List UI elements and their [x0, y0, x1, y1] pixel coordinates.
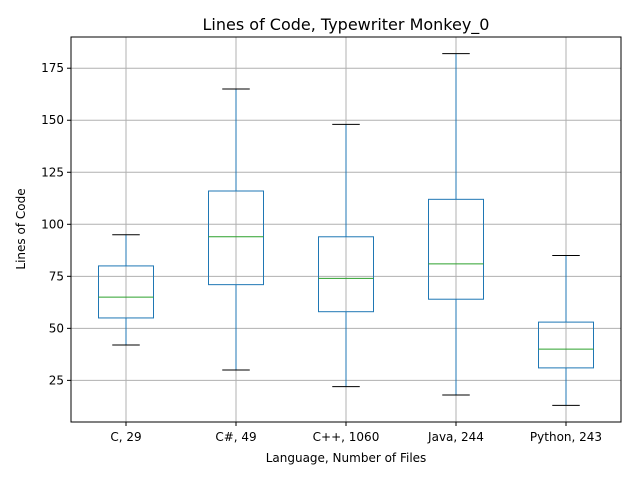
- iqr-box: [208, 190, 264, 286]
- x-tick-label: Java, 244: [427, 430, 484, 444]
- box-1: [98, 234, 154, 346]
- chart-title: Lines of Code, Typewriter Monkey_0: [203, 15, 490, 35]
- y-tick-label: 50: [49, 321, 64, 335]
- y-axis: 25 50 75 100 125 150 175: [41, 61, 71, 387]
- y-tick-label: 125: [41, 165, 64, 179]
- iqr-box: [538, 321, 594, 369]
- x-axis-label: Language, Number of Files: [266, 451, 427, 465]
- iqr-box: [98, 265, 154, 319]
- x-axis: C, 29 C#, 49 C++, 1060 Java, 244 Python, 243: [110, 422, 602, 444]
- x-tick-label: C, 29: [110, 430, 141, 444]
- y-tick-label: 100: [41, 217, 64, 231]
- y-tick-label: 150: [41, 113, 64, 127]
- y-tick-label: 25: [49, 373, 64, 387]
- x-tick-label: C++, 1060: [313, 430, 380, 444]
- boxes: [98, 53, 594, 406]
- y-axis-label: Lines of Code: [14, 188, 28, 269]
- iqr-box: [318, 236, 374, 313]
- box-5: [538, 255, 594, 406]
- box-2: [208, 88, 264, 371]
- y-tick-label: 175: [41, 61, 64, 75]
- x-tick-label: Python, 243: [530, 430, 602, 444]
- box-4: [428, 53, 484, 396]
- iqr-box: [428, 198, 484, 300]
- x-tick-label: C#, 49: [215, 430, 256, 444]
- y-tick-label: 75: [49, 269, 64, 283]
- box-3: [318, 123, 374, 388]
